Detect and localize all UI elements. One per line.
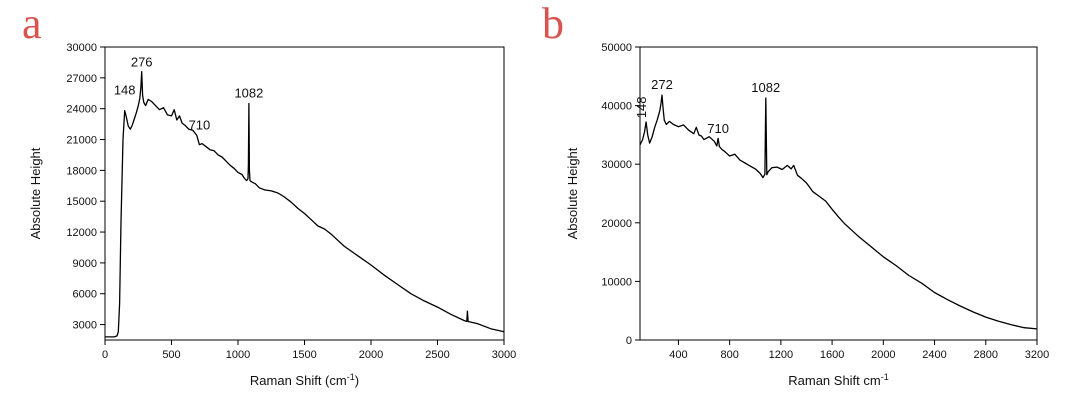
y-tick-label: 6000 bbox=[73, 289, 97, 301]
x-tick-label: 0 bbox=[102, 349, 108, 361]
chart-panel-b: b 400 800 1200 1600 2000 2400 2800 3200 0 10000 200… bbox=[542, 0, 1049, 388]
x-tick-label: 2400 bbox=[922, 349, 946, 361]
chart-panel-a: a 0 500 1000 1500 2000 2500 3000 3000 6000 9000 120… bbox=[22, 0, 516, 388]
x-tick-label: 3000 bbox=[492, 349, 516, 361]
plot-frame bbox=[104, 46, 505, 341]
y-tick-label: 10000 bbox=[601, 276, 632, 288]
y-axis-title: Absolute Height bbox=[565, 147, 580, 239]
x-tick-label: 1500 bbox=[292, 349, 316, 361]
x-tick-label: 500 bbox=[162, 349, 180, 361]
spectrum-line bbox=[105, 71, 505, 338]
y-tick-label: 30000 bbox=[66, 42, 97, 54]
x-axis-title: Raman Shift (cm-1) bbox=[250, 372, 359, 388]
peak-label: 272 bbox=[651, 77, 673, 92]
y-tick-label: 24000 bbox=[66, 104, 97, 116]
x-tick-label: 400 bbox=[669, 349, 687, 361]
x-axis-title: Raman Shift cm-1 bbox=[788, 372, 889, 388]
x-tick-label: 3200 bbox=[1025, 349, 1049, 361]
y-tick-label: 12000 bbox=[66, 227, 97, 239]
y-tick-label: 3000 bbox=[73, 320, 97, 332]
panel-label: b bbox=[542, 0, 564, 48]
peak-label: 1082 bbox=[751, 80, 780, 95]
peak-label: 148 bbox=[634, 96, 649, 118]
y-tick-label: 30000 bbox=[601, 159, 632, 171]
peak-label: 1082 bbox=[234, 86, 263, 101]
peak-label: 148 bbox=[114, 82, 136, 97]
y-tick-label: 20000 bbox=[601, 218, 632, 230]
panel-label: a bbox=[22, 0, 42, 48]
y-axis-title: Absolute Height bbox=[28, 147, 43, 239]
x-tick-label: 2000 bbox=[359, 349, 383, 361]
peak-label: 276 bbox=[131, 55, 153, 70]
x-tick-label: 800 bbox=[720, 349, 738, 361]
peak-label: 710 bbox=[189, 117, 211, 132]
y-tick-label: 27000 bbox=[66, 73, 97, 85]
peak-label: 710 bbox=[707, 121, 729, 136]
x-tick-label: 1200 bbox=[769, 349, 793, 361]
x-tick-label: 2500 bbox=[425, 349, 449, 361]
spectrum-line bbox=[639, 94, 1038, 330]
plot-frame bbox=[639, 46, 1038, 341]
y-tick-label: 40000 bbox=[601, 101, 632, 113]
y-tick-label: 18000 bbox=[66, 165, 97, 177]
x-tick-label: 2000 bbox=[871, 349, 895, 361]
x-tick-label: 1600 bbox=[820, 349, 844, 361]
y-tick-label: 50000 bbox=[601, 42, 632, 54]
x-tick-label: 1000 bbox=[226, 349, 250, 361]
x-tick-label: 2800 bbox=[974, 349, 998, 361]
y-tick-label: 15000 bbox=[66, 196, 97, 208]
y-tick-label: 9000 bbox=[73, 258, 97, 270]
y-tick-label: 21000 bbox=[66, 135, 97, 147]
y-tick-label: 0 bbox=[626, 335, 632, 347]
